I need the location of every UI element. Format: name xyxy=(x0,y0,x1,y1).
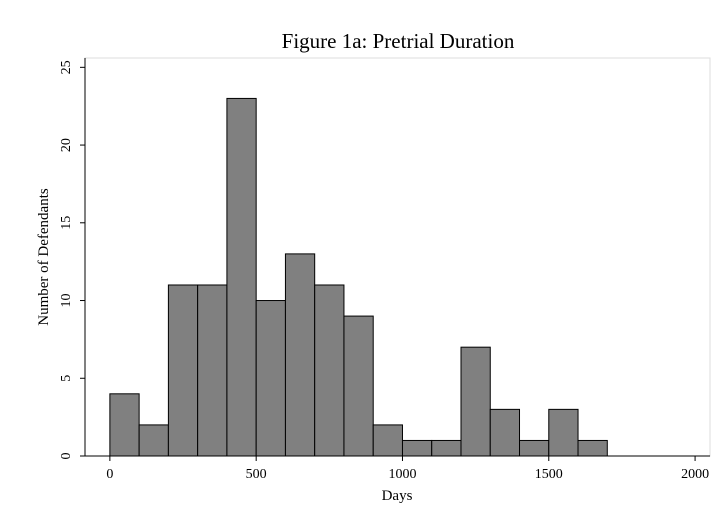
bar xyxy=(577,439,608,457)
y-tick-label: 5 xyxy=(59,375,74,382)
x-axis-label: Days xyxy=(382,488,413,504)
y-tick-label: 20 xyxy=(59,138,74,152)
bar xyxy=(548,408,579,457)
bar xyxy=(372,424,403,457)
bar xyxy=(314,284,345,457)
x-tick-label: 1500 xyxy=(535,467,563,482)
y-tick-label: 10 xyxy=(59,294,74,308)
y-tick-label: 15 xyxy=(59,216,74,230)
chart-title: Figure 1a: Pretrial Duration xyxy=(282,29,515,53)
x-tick-label: 1000 xyxy=(388,467,416,482)
bar xyxy=(431,439,462,457)
bar xyxy=(197,284,228,457)
bar xyxy=(401,439,433,457)
y-tick-label: 0 xyxy=(59,453,74,460)
bar xyxy=(460,346,491,457)
bar xyxy=(138,424,169,457)
bar xyxy=(284,253,316,457)
bar xyxy=(519,439,550,457)
bar xyxy=(255,300,286,457)
bar xyxy=(167,284,199,457)
x-tick-label: 2000 xyxy=(681,467,709,482)
y-axis-label: Number of Defendants xyxy=(36,188,52,326)
x-tick-label: 0 xyxy=(106,467,113,482)
bar xyxy=(343,315,374,457)
bar xyxy=(109,393,140,457)
bar xyxy=(226,97,257,457)
bar xyxy=(489,408,521,457)
y-tick-label: 25 xyxy=(59,60,74,74)
x-tick-label: 500 xyxy=(246,467,267,482)
